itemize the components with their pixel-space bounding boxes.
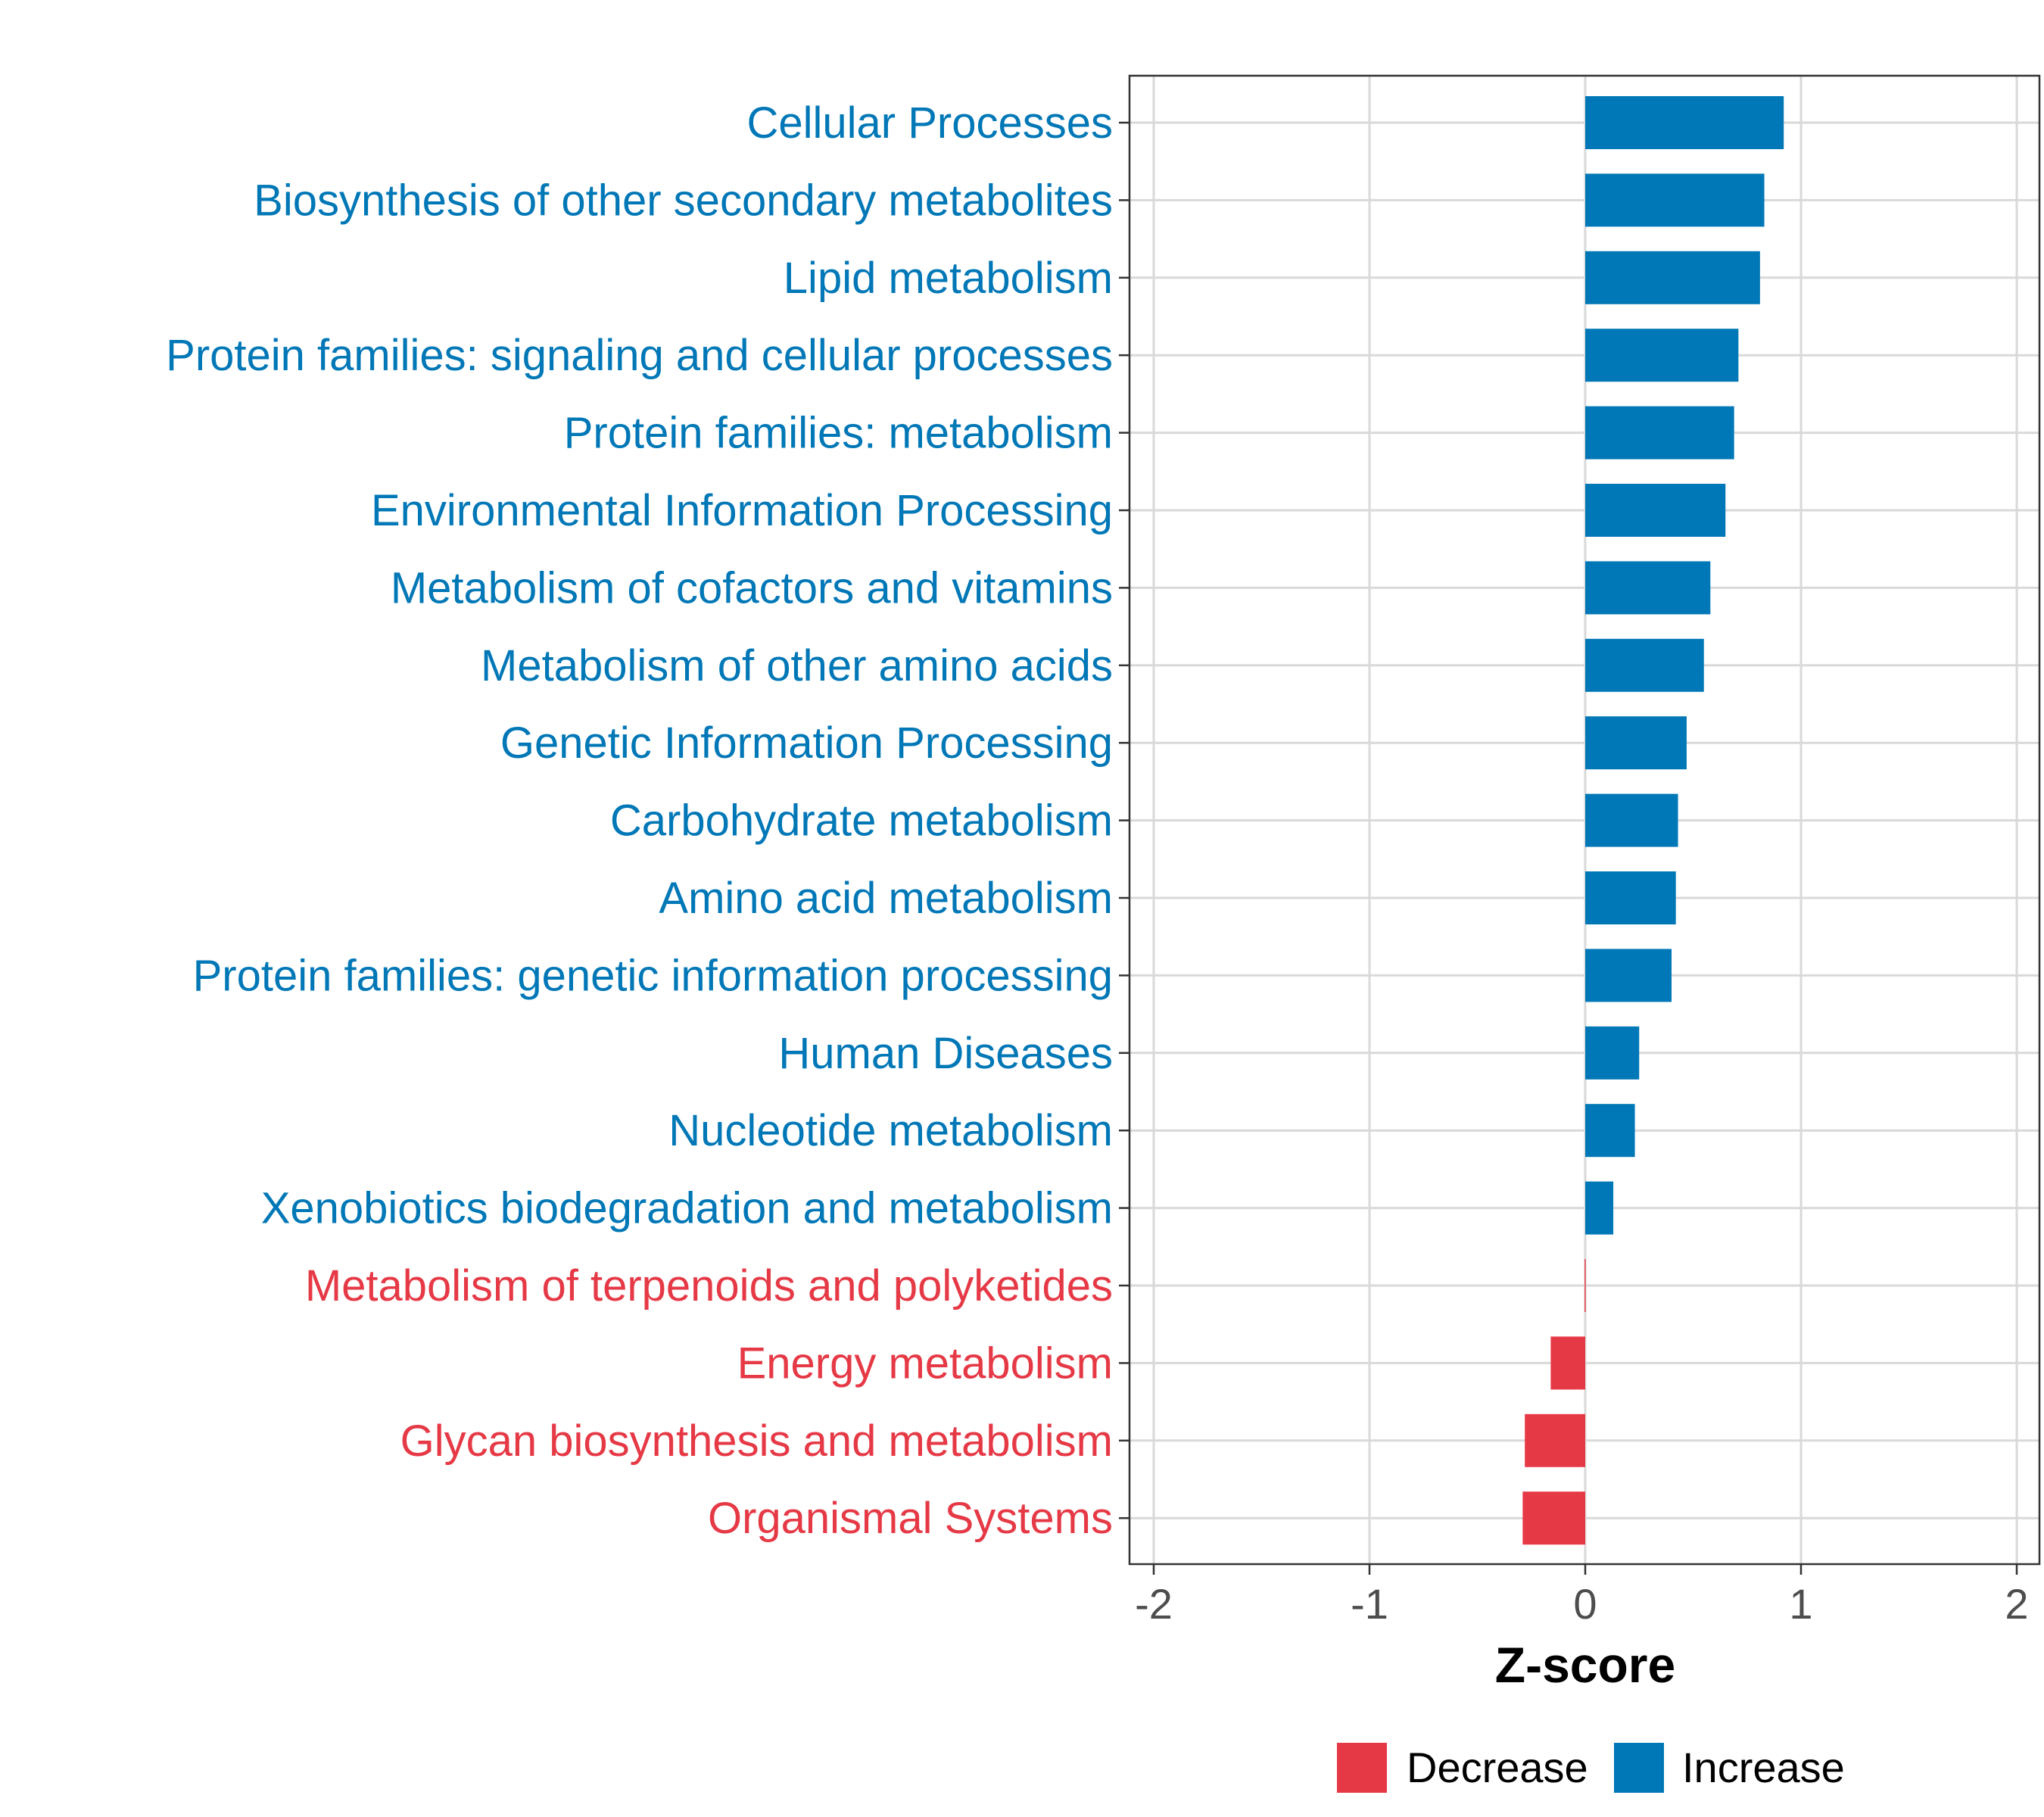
bar-nucleotide-metabolism <box>1585 1104 1635 1158</box>
bar-genetic-information-processing <box>1585 716 1687 770</box>
bar-lipid-metabolism <box>1585 251 1760 304</box>
category-label: Xenobiotics biodegradation and metabolis… <box>261 1184 1113 1233</box>
category-label: Carbohydrate metabolism <box>610 796 1113 846</box>
category-label: Human Diseases <box>778 1029 1113 1078</box>
x-tick-label: -2 <box>1135 1580 1173 1628</box>
bar-environmental-information-processing <box>1585 484 1726 537</box>
category-label: Metabolism of terpenoids and polyketides <box>305 1261 1113 1311</box>
x-tick-label: 1 <box>1789 1580 1812 1628</box>
x-axis-ticks <box>1152 1564 2018 1575</box>
bar-glycan-biosynthesis-and-metabolism <box>1525 1413 1585 1467</box>
x-tick-label: -1 <box>1351 1580 1388 1628</box>
bars <box>1522 96 1784 1545</box>
bar-human-diseases <box>1585 1026 1640 1080</box>
category-label: Cellular Processes <box>746 98 1113 148</box>
category-label: Metabolism of other amino acids <box>481 641 1113 690</box>
bar-metabolism-of-terpenoids-and-polyketides <box>1584 1259 1586 1312</box>
category-label: Amino acid metabolism <box>659 874 1113 923</box>
bar-biosynthesis-of-other-secondary-metabolites <box>1585 173 1765 227</box>
category-label: Organismal Systems <box>708 1494 1113 1543</box>
category-label: Protein families: signaling and cellular… <box>166 331 1113 380</box>
legend: Decrease Increase <box>1337 1743 1845 1793</box>
legend-swatch-decrease <box>1337 1743 1387 1793</box>
bar-metabolism-of-other-amino-acids <box>1585 638 1704 692</box>
bar-amino-acid-metabolism <box>1585 871 1676 924</box>
bar-protein-families-metabolism <box>1585 406 1734 460</box>
bar-carbohydrate-metabolism <box>1585 793 1678 847</box>
bar-xenobiotics-biodegradation-and-metabolism <box>1585 1181 1614 1235</box>
category-label: Metabolism of cofactors and vitamins <box>391 563 1113 612</box>
category-label: Protein families: genetic information pr… <box>193 951 1113 1000</box>
legend-label-decrease: Decrease <box>1407 1744 1588 1791</box>
x-tick-label: 0 <box>1573 1580 1597 1628</box>
x-tick-label: 2 <box>2005 1580 2028 1628</box>
bar-cellular-processes <box>1585 96 1784 149</box>
x-axis-labels: -2 -1 0 1 2 <box>1135 1580 2028 1628</box>
category-label: Lipid metabolism <box>784 254 1113 303</box>
bar-organismal-systems <box>1522 1491 1585 1545</box>
legend-label-increase: Increase <box>1682 1744 1845 1791</box>
category-label: Energy metabolism <box>737 1339 1113 1388</box>
bar-metabolism-of-cofactors-and-vitamins <box>1585 561 1711 615</box>
y-axis-labels: Cellular Processes Biosynthesis of other … <box>166 98 1113 1543</box>
bar-energy-metabolism <box>1550 1336 1585 1390</box>
category-label: Genetic Information Processing <box>500 718 1113 768</box>
bar-protein-families-signaling-and-cellular-processes <box>1585 329 1739 382</box>
category-label: Environmental Information Processing <box>371 486 1113 535</box>
category-label: Glycan biosynthesis and metabolism <box>400 1417 1113 1466</box>
x-axis-title: Z-score <box>1495 1637 1675 1693</box>
y-axis-ticks <box>1119 121 1129 1519</box>
category-label: Biosynthesis of other secondary metaboli… <box>254 176 1113 225</box>
category-label: Nucleotide metabolism <box>668 1106 1113 1155</box>
bar-protein-families-genetic-information-processing <box>1585 949 1672 1002</box>
legend-swatch-increase <box>1614 1743 1664 1793</box>
category-label: Protein families: metabolism <box>564 409 1113 458</box>
